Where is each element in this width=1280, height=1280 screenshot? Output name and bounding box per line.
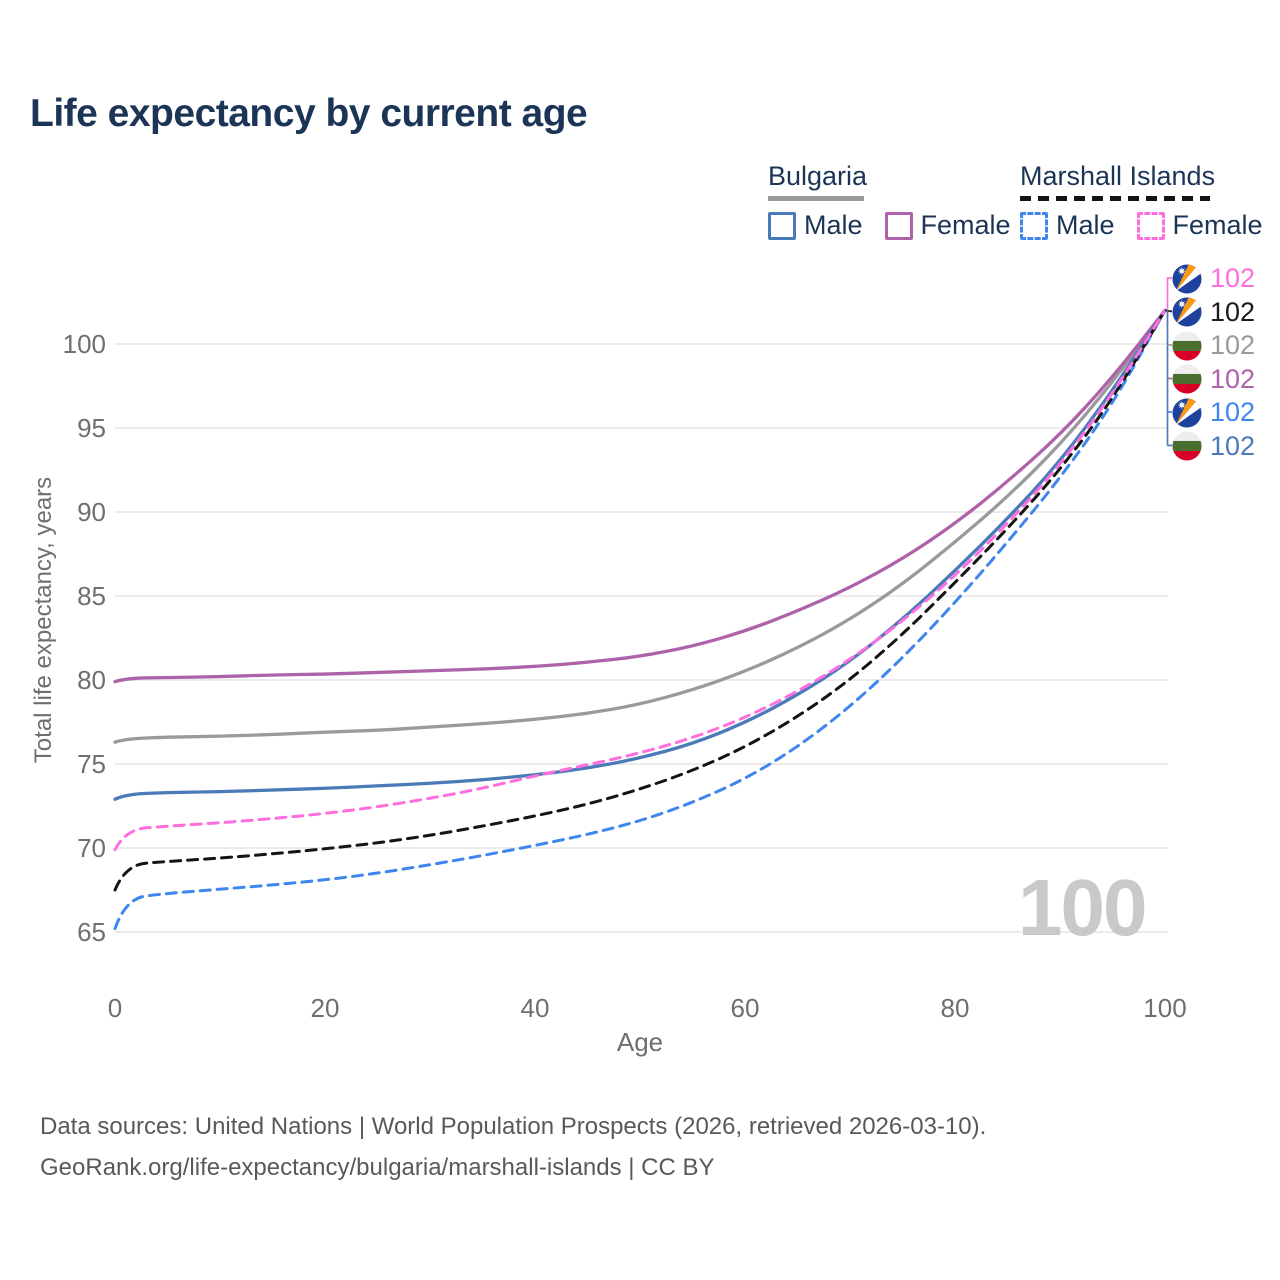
y-tick-label: 85 bbox=[77, 581, 106, 611]
series-line bbox=[113, 308, 1167, 852]
legend-group-marshall-islands: Marshall Islands Male Female bbox=[1020, 161, 1280, 241]
y-axis-title: Total life expectancy, years bbox=[30, 476, 57, 764]
footer: Data sources: United Nations | World Pop… bbox=[40, 1106, 986, 1188]
legend-item-marshall-islands-female[interactable]: Female bbox=[1136, 210, 1263, 241]
legend-item-label: Female bbox=[1172, 210, 1263, 240]
data-sources-line: Data sources: United Nations | World Pop… bbox=[40, 1113, 987, 1140]
y-tick-label: 65 bbox=[77, 917, 106, 947]
legend-item-label: Male bbox=[804, 210, 863, 240]
end-label-row: 102 bbox=[1172, 430, 1255, 463]
bulgaria-flag-icon bbox=[1172, 330, 1202, 361]
legend-item-bulgaria-female[interactable]: Female bbox=[884, 210, 1011, 241]
end-label-row: 102 bbox=[1172, 296, 1255, 329]
legend-group-title: Marshall Islands bbox=[1020, 161, 1216, 191]
x-tick-label: 40 bbox=[520, 993, 550, 1023]
end-label-connector bbox=[1165, 277, 1172, 312]
legend-swatch bbox=[1136, 211, 1165, 240]
end-label-value: 102 bbox=[1210, 397, 1256, 427]
legend-items-row: Male Female bbox=[768, 210, 1033, 241]
y-tick-label: 75 bbox=[77, 749, 106, 779]
end-label-value: 102 bbox=[1210, 430, 1256, 461]
end-label-value: 102 bbox=[1210, 296, 1256, 327]
series-line bbox=[113, 308, 1167, 931]
end-label-row: 102 bbox=[1172, 262, 1255, 295]
end-label-value: 102 bbox=[1210, 263, 1256, 293]
page-title: Life expectancy by current age bbox=[30, 92, 588, 135]
legend-item-bulgaria-male[interactable]: Male bbox=[768, 210, 863, 241]
x-axis-title: Age bbox=[616, 1027, 664, 1057]
series-line bbox=[113, 308, 1167, 684]
marshall-islands-flag-icon bbox=[1172, 263, 1202, 294]
end-label-value: 102 bbox=[1210, 330, 1256, 360]
legend-swatch bbox=[768, 211, 796, 240]
legend-item-marshall-islands-male[interactable]: Male bbox=[1020, 210, 1115, 241]
y-tick-label: 90 bbox=[77, 497, 106, 527]
y-tick-label: 95 bbox=[77, 413, 106, 443]
y-tick-label: 70 bbox=[77, 833, 106, 863]
series-line bbox=[113, 308, 1167, 801]
legend-swatch bbox=[1020, 211, 1048, 240]
end-label-row: 102 bbox=[1172, 396, 1255, 429]
x-tick-label: 60 bbox=[730, 993, 760, 1023]
end-label-row: 102 bbox=[1172, 363, 1255, 396]
bulgaria-flag-icon bbox=[1172, 431, 1202, 461]
x-tick-label: 20 bbox=[310, 993, 340, 1023]
series-line bbox=[113, 308, 1167, 892]
series-line bbox=[113, 308, 1167, 744]
legend-item-label: Female bbox=[920, 210, 1011, 240]
legend-group-underline bbox=[768, 196, 864, 201]
attribution-line: GeoRank.org/life-expectancy/bulgaria/mar… bbox=[40, 1154, 715, 1181]
x-tick-label: 80 bbox=[940, 993, 970, 1023]
y-tick-label: 80 bbox=[77, 665, 106, 695]
end-label-row: 102 bbox=[1172, 329, 1255, 362]
marshall-islands-flag-icon bbox=[1172, 397, 1202, 428]
legend-items-row: Male Female bbox=[1020, 210, 1280, 241]
legend-item-label: Male bbox=[1056, 210, 1115, 240]
marshall-islands-flag-icon bbox=[1172, 297, 1202, 327]
legend-group-bulgaria: Bulgaria Male Female bbox=[768, 161, 1033, 241]
x-tick-label: 100 bbox=[1143, 993, 1187, 1023]
legend-group-underline bbox=[1020, 196, 1210, 201]
end-label-value: 102 bbox=[1210, 363, 1256, 394]
end-label-connector bbox=[1164, 309, 1173, 313]
age-counter-watermark: 100 bbox=[1018, 863, 1147, 952]
legend-swatch bbox=[884, 211, 913, 240]
y-tick-label: 100 bbox=[62, 329, 106, 359]
legend-group-title: Bulgaria bbox=[768, 161, 868, 191]
x-tick-label: 0 bbox=[107, 993, 123, 1023]
bulgaria-flag-icon bbox=[1172, 364, 1202, 394]
